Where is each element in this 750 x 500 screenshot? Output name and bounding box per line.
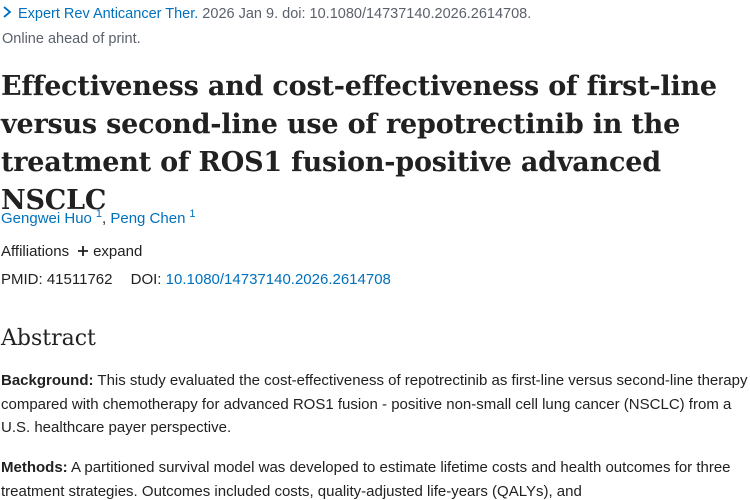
affiliations-toggle[interactable]: Affiliations expand xyxy=(1,241,142,263)
expand-label[interactable]: expand xyxy=(93,243,143,260)
pmid-label: PMID: xyxy=(1,271,43,288)
background-label: Background: xyxy=(1,372,94,389)
author-link-chen[interactable]: Peng Chen xyxy=(110,210,186,227)
abstract-methods: Methods: A partitioned survival model wa… xyxy=(1,456,749,500)
affiliations-label: Affiliations xyxy=(1,243,70,260)
author-list: Gengwei Huo 1, Peng Chen 1 xyxy=(1,203,196,230)
pmid-value: 41511762 xyxy=(46,271,113,288)
article-title: Effectiveness and cost-effectiveness of … xyxy=(1,71,717,216)
background-text: This study evaluated the cost-effectiven… xyxy=(1,372,748,436)
affiliation-marker[interactable]: 1 xyxy=(95,208,103,220)
doi-label: DOI: xyxy=(130,271,162,288)
citation-line: Expert Rev Anticancer Ther. 2026 Jan 9. … xyxy=(0,4,531,24)
affiliation-marker[interactable]: 1 xyxy=(189,208,196,220)
author-link-huo[interactable]: Gengwei Huo xyxy=(1,210,92,227)
abstract-background: Background: This study evaluated the cos… xyxy=(1,369,749,440)
doi-link[interactable]: 10.1080/14737140.2026.2614708 xyxy=(165,271,391,288)
article-identifiers: PMID: 41511762 DOI: 10.1080/14737140.202… xyxy=(1,269,391,291)
publication-status: Online ahead of print. xyxy=(2,31,141,47)
journal-link[interactable]: Expert Rev Anticancer Ther. xyxy=(18,6,199,22)
methods-text: A partitioned survival model was develop… xyxy=(1,459,731,500)
methods-label: Methods: xyxy=(1,459,68,476)
abstract-heading: Abstract xyxy=(1,326,96,351)
citation-details: 2026 Jan 9. doi: 10.1080/14737140.2026.2… xyxy=(198,6,532,22)
author-separator: , xyxy=(102,210,111,227)
plus-icon xyxy=(77,245,89,257)
chevron-right-icon[interactable] xyxy=(0,5,14,19)
